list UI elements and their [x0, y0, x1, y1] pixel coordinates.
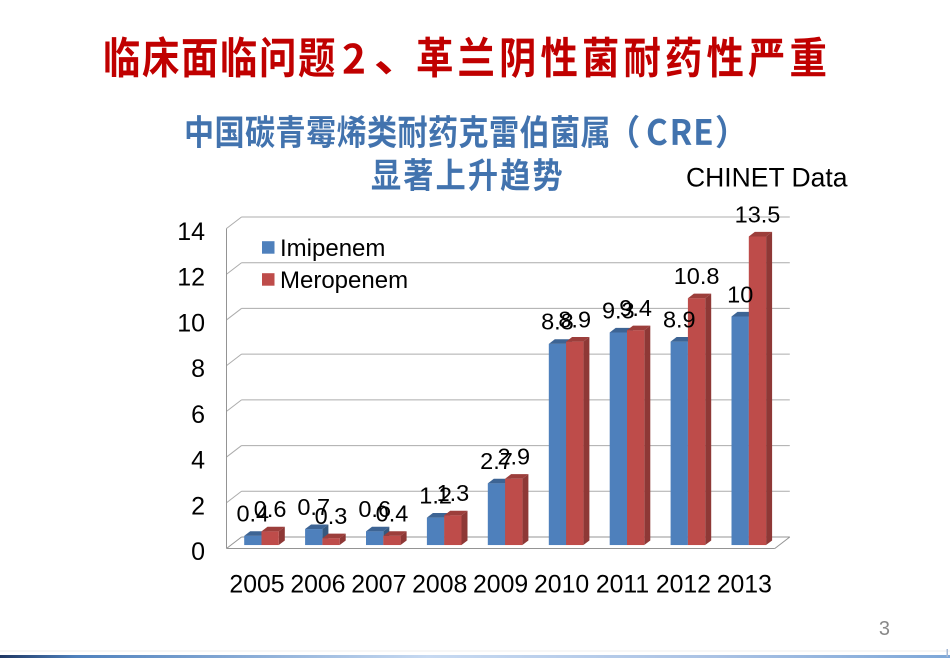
svg-text:13.5: 13.5: [735, 201, 781, 227]
svg-text:10: 10: [727, 281, 753, 307]
svg-text:3: 3: [879, 618, 890, 640]
svg-text:9.3: 9.3: [602, 297, 635, 323]
svg-text:2006: 2006: [290, 572, 345, 599]
svg-text:8: 8: [191, 355, 205, 383]
svg-text:1.3: 1.3: [437, 480, 470, 506]
svg-text:2005: 2005: [229, 572, 284, 599]
svg-text:0: 0: [191, 538, 205, 566]
svg-text:8.9: 8.9: [663, 306, 696, 332]
svg-text:4: 4: [191, 447, 205, 475]
svg-text:1.2: 1.2: [419, 482, 452, 508]
svg-text:2009: 2009: [473, 572, 528, 599]
svg-text:0.4: 0.4: [376, 501, 409, 527]
svg-text:14: 14: [177, 218, 205, 246]
svg-text:9.4: 9.4: [619, 295, 652, 321]
svg-text:2012: 2012: [656, 572, 711, 599]
svg-text:8.9: 8.9: [558, 306, 591, 332]
svg-text:6: 6: [191, 401, 205, 429]
svg-text:0.6: 0.6: [358, 496, 391, 522]
svg-text:Meropenem: Meropenem: [280, 267, 408, 294]
svg-text:2013: 2013: [717, 572, 772, 599]
svg-text:8.8: 8.8: [541, 309, 574, 335]
svg-text:0.6: 0.6: [254, 496, 287, 522]
svg-text:2010: 2010: [534, 572, 589, 599]
svg-text:Imipenem: Imipenem: [280, 235, 385, 262]
svg-text:2007: 2007: [351, 572, 406, 599]
svg-text:0.7: 0.7: [297, 494, 330, 520]
svg-text:2.7: 2.7: [480, 448, 513, 474]
svg-text:0.3: 0.3: [315, 503, 348, 529]
svg-text:10.8: 10.8: [674, 263, 720, 289]
svg-text:12: 12: [177, 264, 205, 292]
svg-text:2.9: 2.9: [497, 444, 530, 470]
svg-text:CHINET Data: CHINET Data: [686, 163, 848, 193]
svg-text:2008: 2008: [412, 572, 467, 599]
svg-text:10: 10: [177, 309, 205, 337]
svg-text:0.4: 0.4: [236, 501, 269, 527]
svg-text:2011: 2011: [596, 572, 649, 599]
svg-text:2: 2: [191, 492, 205, 520]
